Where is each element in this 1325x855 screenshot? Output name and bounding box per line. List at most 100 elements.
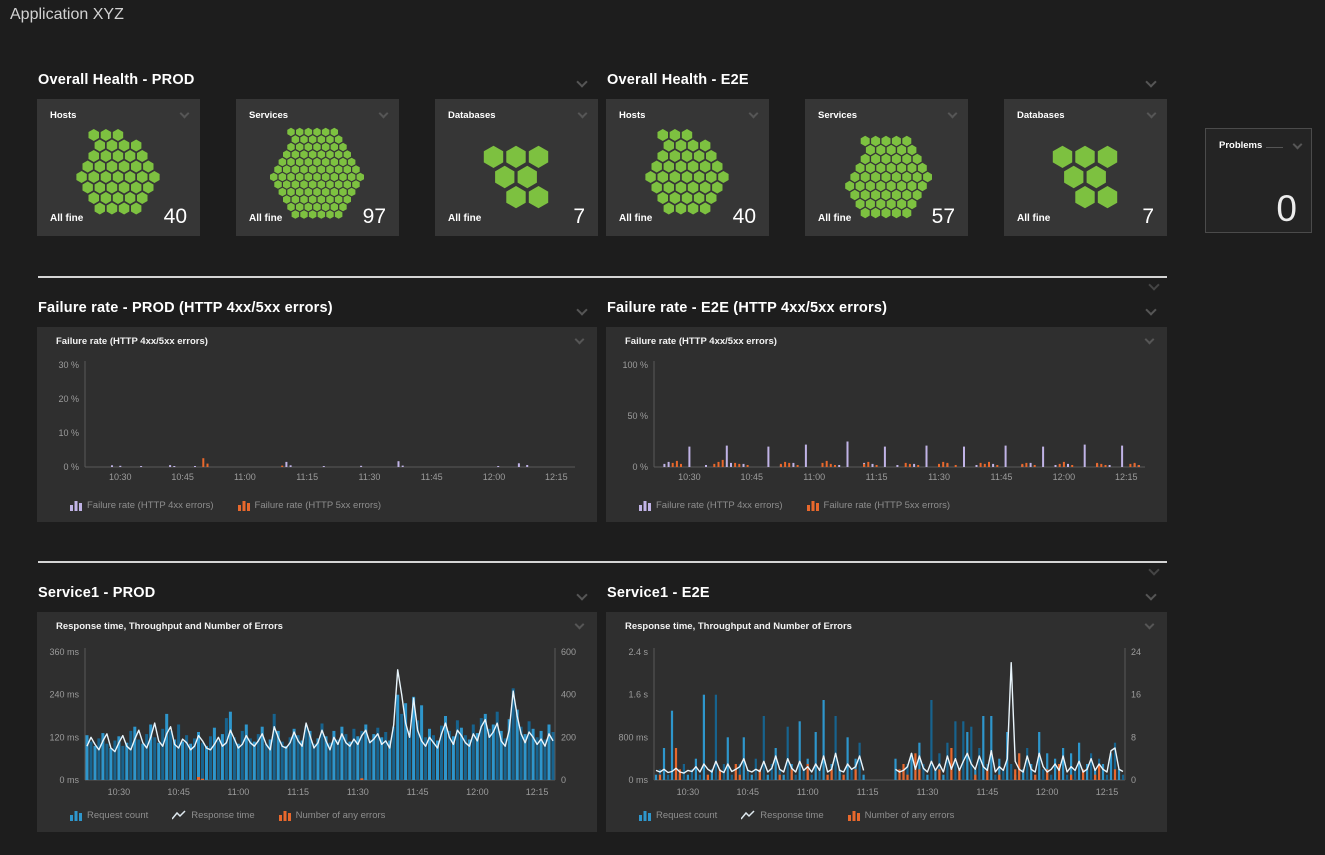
svg-text:11:30: 11:30 <box>359 472 381 482</box>
svg-text:24: 24 <box>1131 647 1141 657</box>
legend-item-failure-rate-http-4xx-errors-[interactable]: Failure rate (HTTP 4xx errors) <box>70 500 214 511</box>
service1-prod-panel[interactable]: Response time, Throughput and Number of … <box>37 612 597 832</box>
legend-item-failure-rate-http-5xx-errors-[interactable]: Failure rate (HTTP 5xx errors) <box>807 500 951 511</box>
health-tile-hosts-e2e[interactable]: HostsAll fine40 <box>606 99 769 236</box>
chevron-down-icon[interactable] <box>1145 304 1156 315</box>
chevron-down-icon[interactable] <box>1145 76 1156 87</box>
chevron-down-icon[interactable] <box>576 589 587 600</box>
bar-series-icon <box>639 500 651 511</box>
legend-label: Number of any errors <box>865 810 955 821</box>
failure-rate-prod-panel[interactable]: Failure rate (HTTP 4xx/5xx errors) 0 %10… <box>37 327 597 522</box>
svg-text:0 ms: 0 ms <box>59 775 79 785</box>
svg-text:12:15: 12:15 <box>1096 787 1119 797</box>
x-axis-labels: 10:3010:4511:0011:1511:3011:4512:0012:15 <box>678 472 1137 482</box>
legend-label: Failure rate (HTTP 4xx errors) <box>87 500 214 511</box>
series-failure-rate-http-4xx-errors- <box>111 461 528 467</box>
bar-series-icon <box>238 500 250 511</box>
svg-text:12:00: 12:00 <box>466 787 489 797</box>
legend-item-number-of-any-errors[interactable]: Number of any errors <box>279 810 386 821</box>
svg-text:10:45: 10:45 <box>741 472 764 482</box>
series-response-time <box>656 663 1123 773</box>
x-axis-labels: 10:3010:4511:0011:1511:3011:4512:0012:15 <box>109 472 568 482</box>
svg-text:30 %: 30 % <box>58 360 79 370</box>
legend-item-number-of-any-errors[interactable]: Number of any errors <box>848 810 955 821</box>
health-tile-databases-e2e[interactable]: DatabasesAll fine7 <box>1004 99 1167 236</box>
series-request-count <box>86 688 555 780</box>
svg-text:11:15: 11:15 <box>866 472 888 482</box>
tile-status: All fine <box>619 213 652 224</box>
svg-text:11:30: 11:30 <box>916 787 938 797</box>
legend-item-request-count[interactable]: Request count <box>639 810 717 821</box>
tile-count: 97 <box>363 205 386 229</box>
svg-text:11:45: 11:45 <box>991 472 1013 482</box>
legend-item-response-time[interactable]: Response time <box>741 810 823 821</box>
series-request-count <box>655 695 1124 780</box>
section-divider <box>38 276 1167 278</box>
tile-status: All fine <box>50 213 83 224</box>
line-series-icon <box>172 810 186 821</box>
svg-text:2.4 s: 2.4 s <box>628 647 648 657</box>
health-tile-services-prod[interactable]: ServicesAll fine97 <box>236 99 399 236</box>
legend-item-failure-rate-http-4xx-errors-[interactable]: Failure rate (HTTP 4xx errors) <box>639 500 783 511</box>
service1-prod-chart-canvas[interactable]: 0 ms120 ms240 ms360 ms020040060010:3010:… <box>37 612 597 832</box>
tile-status: All fine <box>249 213 282 224</box>
health-tile-databases-prod[interactable]: DatabasesAll fine7 <box>435 99 598 236</box>
svg-text:0: 0 <box>561 775 566 785</box>
chart-legend: Request count Response time Number of any … <box>70 810 385 821</box>
svg-text:800 ms: 800 ms <box>618 732 648 742</box>
failure-rate-e2e-panel[interactable]: Failure rate (HTTP 4xx/5xx errors) 0 %50… <box>606 327 1167 522</box>
svg-text:11:45: 11:45 <box>421 472 443 482</box>
svg-text:600: 600 <box>561 647 576 657</box>
tile-count: 40 <box>733 205 756 229</box>
svg-text:240 ms: 240 ms <box>49 690 79 700</box>
bar-series-icon <box>70 500 82 511</box>
svg-text:11:30: 11:30 <box>928 472 950 482</box>
tile-count: 7 <box>1142 205 1154 229</box>
legend-item-failure-rate-http-5xx-errors-[interactable]: Failure rate (HTTP 5xx errors) <box>238 500 382 511</box>
svg-text:200: 200 <box>561 732 576 742</box>
problems-tile-label: Problems <box>1219 140 1262 151</box>
svg-text:10 %: 10 % <box>58 428 79 438</box>
section-header-overall-health-e2e: Overall Health - E2E <box>607 72 749 88</box>
svg-text:1.6 s: 1.6 s <box>628 690 648 700</box>
chevron-down-icon[interactable] <box>576 76 587 87</box>
problems-tile[interactable]: Problems 0 <box>1205 128 1312 233</box>
page-title: Application XYZ <box>10 6 124 24</box>
svg-text:400: 400 <box>561 690 576 700</box>
chevron-down-icon[interactable] <box>1293 140 1303 150</box>
chevron-down-icon[interactable] <box>576 304 587 315</box>
x-axis-labels: 10:3010:4511:0011:1511:3011:4512:0012:15 <box>108 787 549 797</box>
svg-text:11:15: 11:15 <box>287 787 309 797</box>
tile-count: 57 <box>932 205 955 229</box>
y-axis-labels: 0 %10 %20 %30 % <box>58 360 79 472</box>
legend-label: Request count <box>656 810 717 821</box>
health-tile-hosts-prod[interactable]: HostsAll fine40 <box>37 99 200 236</box>
failure-rate-prod-chart-canvas[interactable]: 0 %10 %20 %30 %10:3010:4511:0011:1511:30… <box>37 327 597 522</box>
svg-text:12:00: 12:00 <box>1036 787 1059 797</box>
svg-text:100 %: 100 % <box>622 360 648 370</box>
section-header-overall-health-prod: Overall Health - PROD <box>38 72 195 88</box>
svg-text:0 %: 0 % <box>632 462 648 472</box>
series-response-time <box>87 670 553 752</box>
failure-rate-e2e-chart-canvas[interactable]: 0 %50 %100 %10:3010:4511:0011:1511:3011:… <box>606 327 1167 522</box>
bar-series-icon <box>279 810 291 821</box>
tile-count: 7 <box>573 205 585 229</box>
chevron-down-icon[interactable] <box>1148 564 1159 575</box>
service1-e2e-chart-canvas[interactable]: 0 ms800 ms1.6 s2.4 s08162410:3010:4511:0… <box>606 612 1167 832</box>
svg-text:12:00: 12:00 <box>1053 472 1076 482</box>
legend-item-request-count[interactable]: Request count <box>70 810 148 821</box>
chevron-down-icon[interactable] <box>1145 589 1156 600</box>
tile-status: All fine <box>818 213 851 224</box>
health-tile-services-e2e[interactable]: ServicesAll fine57 <box>805 99 968 236</box>
svg-text:50 %: 50 % <box>627 411 648 421</box>
legend-label: Request count <box>87 810 148 821</box>
svg-text:10:45: 10:45 <box>167 787 190 797</box>
y-axis-labels: 0 % 50 % 100 % <box>622 360 648 472</box>
chevron-down-icon[interactable] <box>1148 279 1159 290</box>
legend-item-response-time[interactable]: Response time <box>172 810 254 821</box>
bar-series-icon <box>639 810 651 821</box>
svg-text:11:45: 11:45 <box>976 787 998 797</box>
service1-e2e-panel[interactable]: Response time, Throughput and Number of … <box>606 612 1167 832</box>
svg-text:120 ms: 120 ms <box>49 732 79 742</box>
axes <box>85 361 575 467</box>
